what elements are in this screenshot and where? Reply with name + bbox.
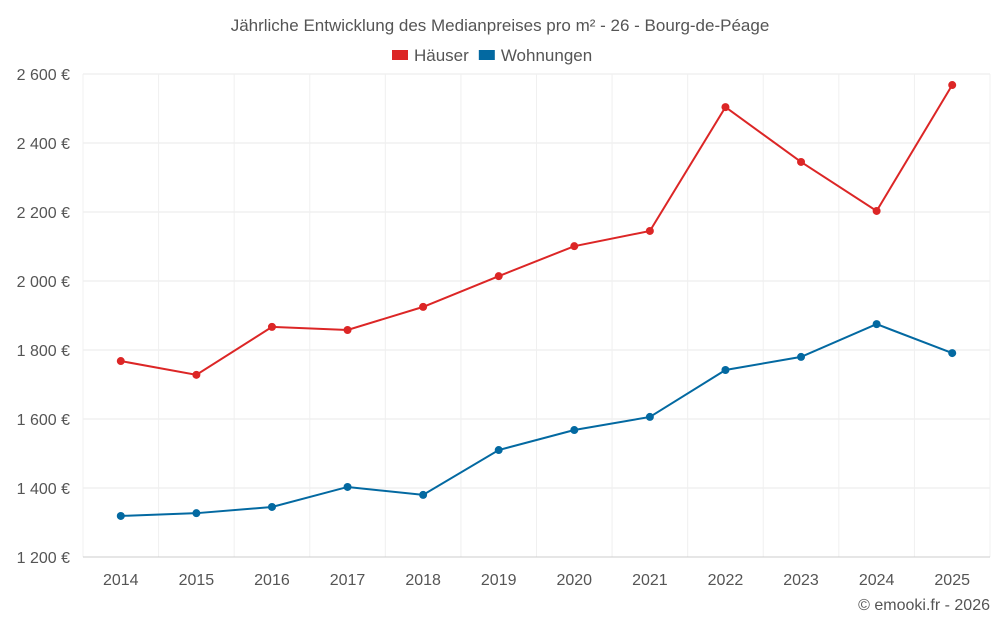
data-point: [192, 370, 201, 379]
data-point: [267, 502, 276, 511]
x-tick-label: 2025: [934, 572, 970, 589]
data-point: [343, 325, 352, 334]
axes: 1 200 € 1 400 € 1 600 € 1 800 € 2 000 € 2 200…: [17, 67, 990, 589]
y-tick-label: 2 600 €: [17, 67, 70, 84]
x-tick-label: 2024: [859, 572, 895, 589]
x-tick-label: 2023: [783, 572, 819, 589]
legend-swatch: [392, 50, 408, 60]
y-tick-label: 1 800 €: [17, 343, 70, 360]
legend-swatch: [478, 50, 495, 60]
data-point: [570, 426, 579, 435]
data-point: [494, 446, 503, 455]
data-point: [797, 157, 806, 166]
series-wohnungen: [116, 320, 957, 520]
y-tick-label: 2 200 €: [17, 205, 70, 222]
y-tick-label: 1 400 €: [17, 481, 70, 498]
legend-item: Wohnungen: [478, 46, 592, 65]
x-tick-label: 2015: [179, 572, 215, 589]
legend: Häuser Wohnungen: [392, 46, 592, 65]
data-point: [192, 509, 201, 518]
data-point: [721, 366, 730, 375]
legend-label: Häuser: [414, 46, 469, 65]
x-tick-label: 2017: [330, 572, 366, 589]
data-point: [721, 103, 730, 112]
data-point: [645, 226, 654, 235]
data-point: [797, 352, 806, 361]
data-point: [419, 302, 428, 311]
footer-credit: © emooki.fr - 2026: [858, 597, 990, 614]
series-line: [120, 323, 953, 517]
legend-label: Wohnungen: [501, 46, 592, 65]
grid: [82, 73, 991, 558]
x-tick-label: 2018: [405, 572, 441, 589]
data-point: [267, 322, 276, 331]
x-tick-label: 2014: [103, 572, 139, 589]
data-point: [343, 482, 352, 491]
x-tick-label: 2019: [481, 572, 517, 589]
data-point: [116, 357, 125, 366]
series-häuser: [116, 81, 957, 379]
data-point: [419, 490, 428, 499]
data-point: [948, 349, 957, 358]
chart-title: Jährliche Entwicklung des Medianpreises …: [231, 16, 770, 35]
y-tick-label: 1 200 €: [17, 550, 70, 567]
x-tick-label: 2016: [254, 572, 290, 589]
data-point: [948, 81, 957, 90]
data-point: [116, 511, 125, 520]
x-tick-label: 2021: [632, 572, 668, 589]
x-tick-label: 2022: [708, 572, 744, 589]
data-point: [494, 272, 503, 281]
legend-item: Häuser: [392, 46, 469, 65]
data-point: [872, 206, 881, 215]
y-tick-label: 2 400 €: [17, 136, 70, 153]
data-point: [645, 412, 654, 421]
data-point: [570, 242, 579, 251]
series-line: [120, 84, 954, 376]
y-tick-label: 1 600 €: [17, 412, 70, 429]
series-group: [116, 81, 957, 520]
data-point: [872, 320, 881, 329]
y-tick-label: 2 000 €: [17, 274, 70, 291]
x-tick-label: 2020: [556, 572, 592, 589]
